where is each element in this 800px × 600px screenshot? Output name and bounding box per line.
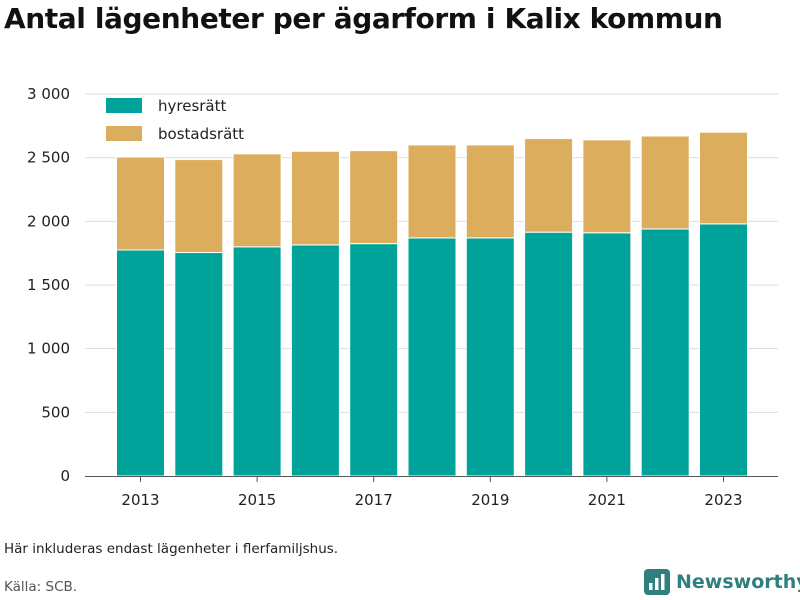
bar-hyresratt-2016	[290, 244, 340, 477]
x-tick-label: 2017	[355, 491, 393, 509]
bar-hyresratt-2023	[699, 223, 748, 477]
x-tick-label: 2023	[704, 491, 742, 509]
bar-hyresratt-2019	[465, 237, 515, 477]
x-tick-label: 2013	[121, 491, 159, 509]
y-tick-label: 3 000	[27, 85, 70, 103]
source-note: Källa: SCB.	[4, 579, 78, 595]
x-tick-label: 2015	[238, 491, 276, 509]
bar-bostadsratt-2021	[582, 139, 632, 234]
bar-bostadsratt-2017	[349, 150, 399, 245]
bar-bostadsratt-2016	[290, 150, 340, 246]
legend-swatch	[106, 98, 142, 113]
bar-hyresratt-2017	[349, 243, 399, 477]
y-tick-label: 2 500	[27, 149, 70, 167]
legend: hyresrätt bostadsrätt	[106, 97, 244, 143]
bar-bostadsratt-2022	[640, 135, 690, 230]
bar-hyresratt-2020	[524, 231, 574, 477]
brand-logo: Newsworthy	[644, 566, 800, 598]
bar-chart-logo-icon	[644, 569, 670, 595]
y-tick-label: 2 000	[27, 212, 70, 230]
bar-bostadsratt-2023	[699, 131, 748, 225]
footnote: Här inkluderas endast lägenheter i flerf…	[4, 541, 339, 557]
bar-hyresratt-2021	[582, 232, 632, 477]
y-tick-label: 0	[60, 467, 70, 485]
y-tick-label: 1 500	[27, 276, 70, 294]
bar-hyresratt-2015	[232, 246, 282, 477]
bar-hyresratt-2013	[116, 249, 165, 477]
bar-bostadsratt-2013	[116, 156, 165, 251]
legend-label: bostadsrätt	[158, 125, 244, 143]
bar-bostadsratt-2014	[174, 159, 224, 254]
bar-bostadsratt-2020	[524, 138, 574, 233]
y-axis: 0 500 1 000 1 500 2 000 2 500 3 000	[27, 85, 70, 485]
y-tick-label: 500	[41, 403, 70, 421]
bar-bostadsratt-2019	[465, 144, 515, 239]
legend-swatch	[106, 126, 142, 141]
bar-hyresratt-2018	[407, 237, 457, 477]
chart: 2013 2015 2017 2019 2021 2023 0 500 1 000 1 500 2…	[27, 85, 778, 509]
x-tick-label: 2021	[588, 491, 626, 509]
bar-bostadsratt-2015	[232, 153, 282, 248]
x-axis: 2013 2015 2017 2019 2021 2023	[85, 476, 778, 509]
bar-bostadsratt-2018	[407, 144, 457, 239]
y-tick-label: 1 000	[27, 340, 70, 358]
x-tick-label: 2019	[471, 491, 509, 509]
bar-hyresratt-2022	[640, 228, 690, 477]
bar-hyresratt-2014	[174, 252, 224, 477]
bars	[116, 131, 748, 477]
brand-name: Newsworthy	[676, 571, 800, 593]
legend-label: hyresrätt	[158, 97, 227, 115]
chart-title: Antal lägenheter per ägarform i Kalix ko…	[4, 2, 723, 35]
